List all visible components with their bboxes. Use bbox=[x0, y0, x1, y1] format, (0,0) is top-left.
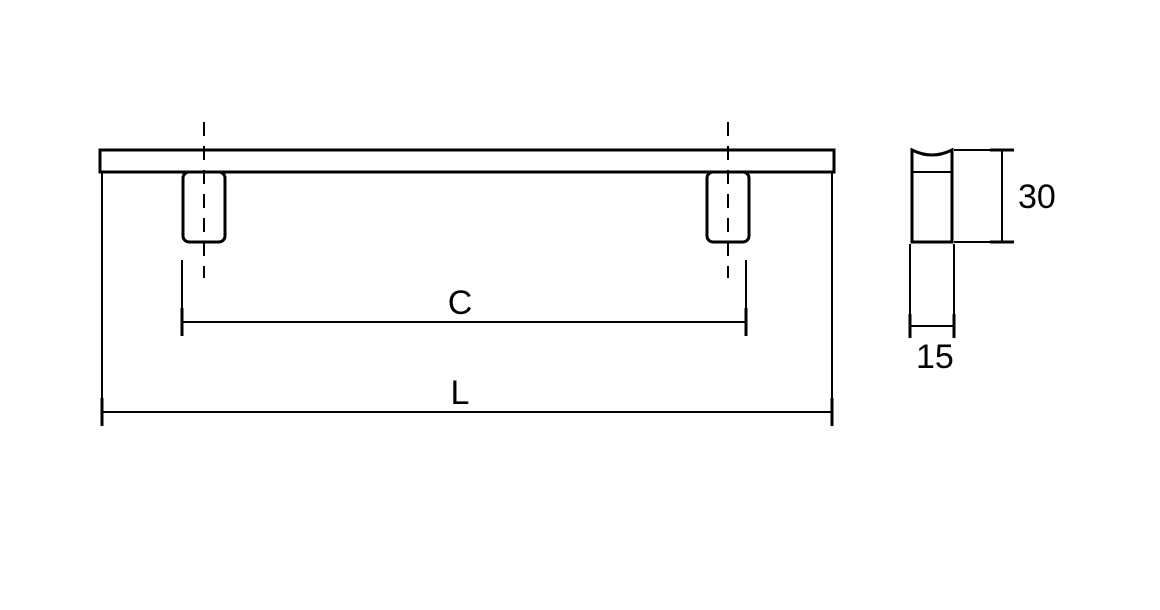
dimension-30-label: 30 bbox=[1018, 178, 1056, 216]
dimension-drawing: C L 30 bbox=[0, 0, 1160, 610]
handle-bar bbox=[100, 150, 834, 172]
handle-side-profile bbox=[912, 150, 952, 242]
side-view: 30 15 bbox=[910, 150, 1056, 376]
front-view: C L bbox=[100, 122, 834, 426]
dimension-15-label: 15 bbox=[916, 338, 954, 376]
dimension-c-label: C bbox=[448, 284, 473, 322]
dimension-l-label: L bbox=[451, 374, 470, 412]
dimension-30: 30 bbox=[954, 150, 1056, 242]
dimension-15: 15 bbox=[910, 244, 954, 376]
dimension-c: C bbox=[182, 260, 746, 336]
